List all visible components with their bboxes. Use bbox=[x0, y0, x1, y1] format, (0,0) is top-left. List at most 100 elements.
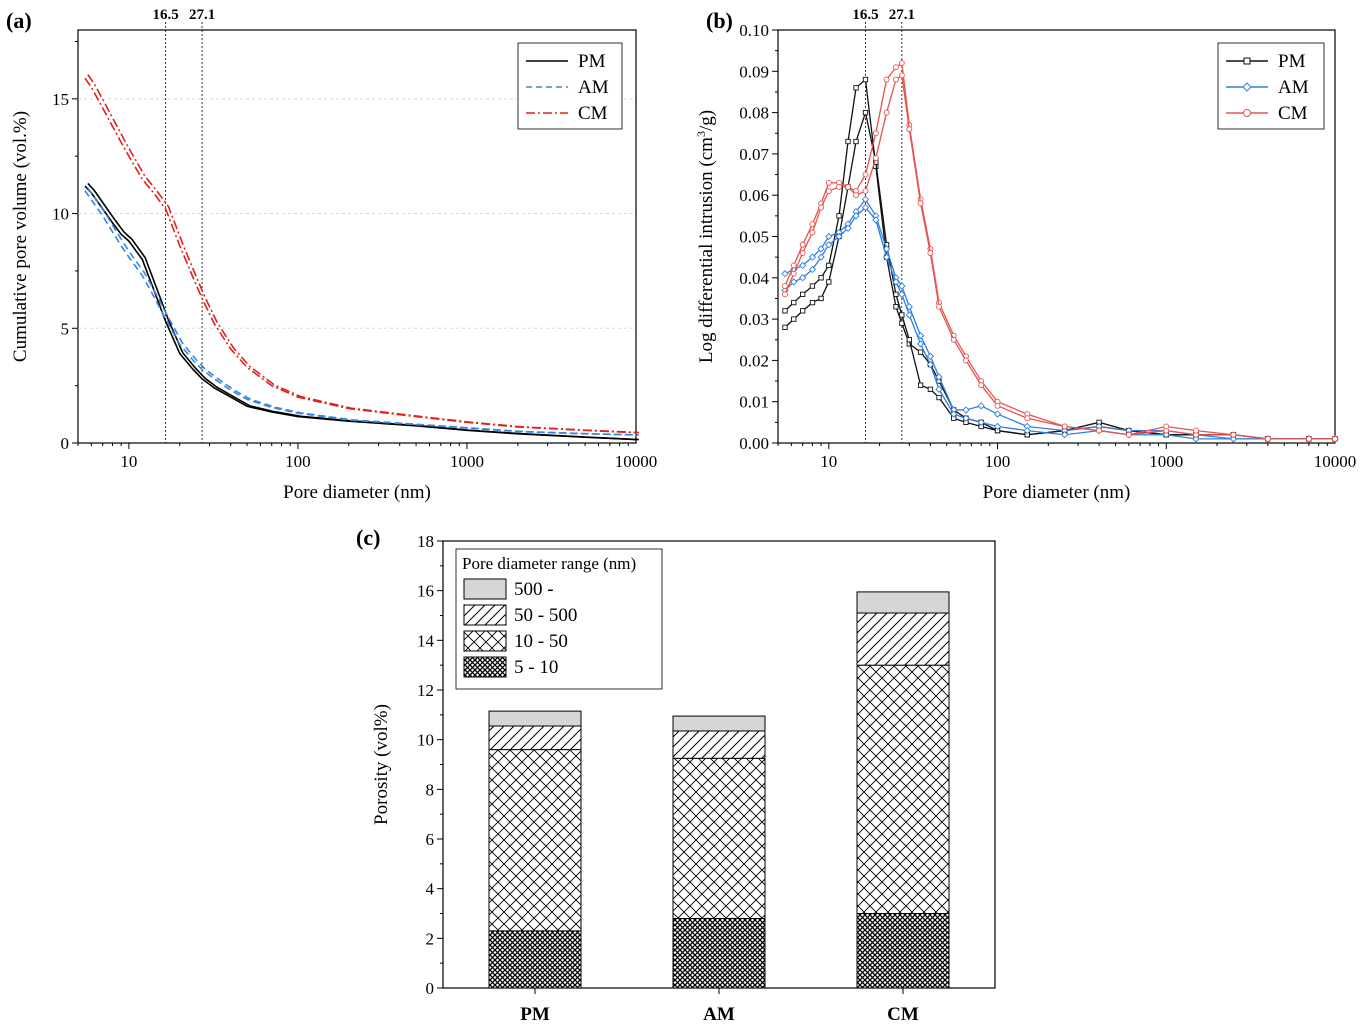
data-point-pm bbox=[936, 394, 942, 401]
data-point-am bbox=[1023, 426, 1031, 435]
data-point-cm bbox=[994, 402, 1001, 409]
panel-label: (c) bbox=[356, 525, 380, 550]
legend-title: Pore diameter range (nm) bbox=[462, 554, 636, 573]
data-point-pm bbox=[927, 386, 934, 392]
y-tick-label: 0.10 bbox=[739, 21, 769, 40]
bar-segment-am bbox=[672, 757, 766, 919]
series-line-pm bbox=[784, 78, 1335, 440]
bar-segment-am bbox=[672, 730, 766, 759]
data-point-pm bbox=[791, 299, 797, 306]
data-point-cm bbox=[927, 250, 934, 256]
data-point-pm bbox=[899, 312, 905, 318]
data-point-cm bbox=[1264, 435, 1271, 442]
y-tick-label: 0.00 bbox=[739, 434, 769, 453]
data-point-am bbox=[882, 253, 891, 261]
reference-vline-label: 27.1 bbox=[889, 7, 915, 23]
data-point-am bbox=[799, 274, 807, 282]
data-point-cm bbox=[799, 241, 806, 248]
legend-label-cm: CM bbox=[1278, 103, 1308, 124]
data-point-cm bbox=[799, 250, 806, 256]
bar-segment-am bbox=[672, 917, 766, 989]
legend-label: 5 - 10 bbox=[514, 657, 558, 678]
bar-segment-cm bbox=[856, 591, 950, 614]
y-tick-label: 16 bbox=[417, 582, 434, 601]
data-point-am bbox=[905, 303, 913, 311]
y-tick-label: 0 bbox=[426, 979, 435, 998]
y-tick-label: 2 bbox=[426, 929, 435, 948]
x-tick-label: 100 bbox=[285, 452, 311, 471]
plot-frame bbox=[77, 29, 637, 444]
x-tick-label: 10 bbox=[820, 452, 837, 471]
data-point-pm bbox=[862, 109, 869, 116]
legend-label: 500 - bbox=[514, 579, 554, 600]
panel-label: (a) bbox=[6, 8, 32, 33]
data-point-am bbox=[935, 385, 943, 393]
data-point-am bbox=[781, 270, 789, 278]
data-point-cm bbox=[1163, 423, 1170, 430]
series-line-am bbox=[784, 198, 1335, 440]
data-point-pm bbox=[809, 299, 816, 306]
data-point-am bbox=[825, 241, 833, 249]
data-point-cm bbox=[898, 72, 905, 79]
data-point-cm bbox=[782, 283, 788, 290]
data-point-am bbox=[993, 410, 1002, 418]
reference-vline-label: 16.5 bbox=[153, 7, 179, 23]
data-point-cm bbox=[1230, 431, 1237, 438]
panel-c: 0 2 4 6 8 10 12 14 16 18 PM AM CM Porosity (vol%) (c) P… bbox=[356, 525, 996, 1025]
data-point-pm bbox=[818, 295, 824, 302]
data-point-pm bbox=[809, 283, 816, 289]
data-point-cm bbox=[790, 270, 797, 277]
x-axis-label: Pore diameter (nm) bbox=[283, 482, 431, 503]
legend-box bbox=[1217, 42, 1325, 130]
data-point-am bbox=[962, 406, 970, 414]
data-point-cm bbox=[1305, 435, 1312, 442]
category-label-am: AM bbox=[703, 1004, 735, 1025]
data-point-pm bbox=[917, 382, 924, 388]
y-tick-label: 0.02 bbox=[739, 351, 769, 370]
data-point-pm bbox=[836, 213, 842, 219]
x-axis-label: Pore diameter (nm) bbox=[983, 482, 1131, 503]
legend-label-pm: PM bbox=[1278, 51, 1306, 72]
y-tick-label: 4 bbox=[426, 880, 435, 899]
x-tick-label: 100 bbox=[985, 452, 1011, 471]
data-point-pm bbox=[906, 337, 912, 343]
data-point-cm bbox=[836, 183, 842, 190]
data-point-pm bbox=[791, 316, 797, 322]
data-point-pm bbox=[853, 85, 859, 91]
data-point-cm bbox=[898, 60, 905, 66]
data-point-am bbox=[817, 253, 825, 261]
data-point-am bbox=[892, 278, 900, 286]
legend-swatch bbox=[463, 630, 507, 652]
data-point-am bbox=[852, 212, 860, 220]
y-axis-label: Log differential intrusion (cm3/g) bbox=[694, 110, 717, 363]
data-point-am bbox=[935, 373, 943, 381]
data-point-am bbox=[1229, 435, 1238, 443]
reference-vline-label: 16.5 bbox=[852, 7, 878, 23]
legend-label-cm: CM bbox=[578, 103, 608, 124]
data-point-cm bbox=[872, 130, 879, 137]
y-tick-label: 18 bbox=[417, 532, 434, 551]
data-point-am bbox=[1162, 431, 1170, 439]
bar-segment-pm bbox=[488, 710, 582, 727]
y-axis-label: Cumulative pore volume (vol.%) bbox=[10, 111, 31, 362]
y-axis-label: Porosity (vol%) bbox=[371, 704, 392, 825]
data-point-pm bbox=[800, 291, 806, 297]
data-point-am bbox=[825, 232, 833, 241]
data-point-am bbox=[799, 261, 807, 270]
data-point-am bbox=[962, 414, 970, 422]
reference-vline-label: 27.1 bbox=[189, 7, 215, 23]
data-point-pm bbox=[917, 349, 924, 355]
legend-marker bbox=[1243, 57, 1251, 65]
data-point-am bbox=[817, 245, 825, 253]
data-point-am bbox=[835, 232, 843, 241]
legend-label-pm: PM bbox=[578, 51, 606, 72]
series-line-am bbox=[84, 190, 637, 436]
data-point-cm bbox=[862, 171, 869, 178]
data-point-am bbox=[898, 282, 906, 290]
y-tick-label: 5 bbox=[61, 319, 70, 338]
bar-segment-pm bbox=[488, 725, 582, 751]
data-point-cm bbox=[825, 179, 832, 186]
data-point-cm bbox=[1024, 415, 1031, 422]
data-point-pm bbox=[862, 76, 869, 83]
